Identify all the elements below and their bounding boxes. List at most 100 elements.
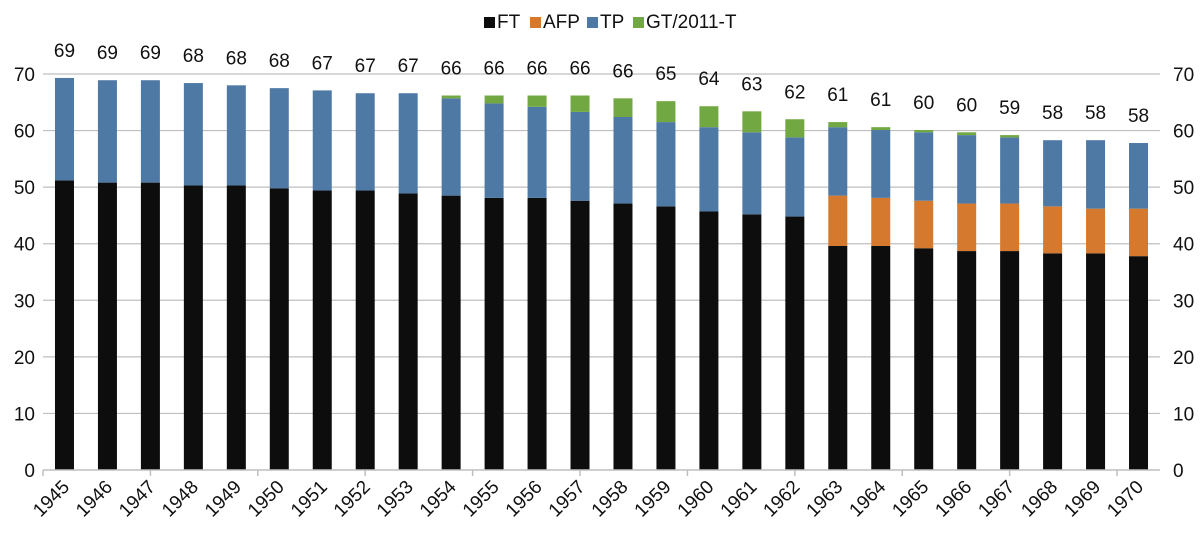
bar-stack-1953 xyxy=(398,93,418,470)
bar-stack-1955 xyxy=(484,95,504,471)
x-tick-label: 1952 xyxy=(330,477,375,522)
total-label-1952: 67 xyxy=(355,56,376,77)
bar-segment-tp-1967 xyxy=(1000,137,1020,204)
bar-segment-ft-1957 xyxy=(570,200,590,470)
legend-item-tp: TP xyxy=(587,12,624,33)
total-label-1948: 68 xyxy=(183,46,204,67)
bar-stack-1968 xyxy=(1043,140,1063,470)
bar-segment-tp-1961 xyxy=(742,132,762,215)
legend-label: TP xyxy=(600,12,624,33)
bar-stack-1952 xyxy=(355,93,375,470)
total-label-1964: 61 xyxy=(870,90,891,111)
bar-segment-tp-1946 xyxy=(97,80,117,183)
bar-segment-ft-1951 xyxy=(312,190,332,470)
bar-segment-ft-1955 xyxy=(484,197,504,471)
y-tick-label-left: 20 xyxy=(14,348,35,369)
legend-swatch xyxy=(484,17,495,28)
bar-segment-gt-2011-t-1963 xyxy=(828,122,848,128)
bar-segment-tp-1960 xyxy=(699,127,719,212)
bar-stack-1960 xyxy=(699,106,719,470)
bar-segment-afp-1966 xyxy=(957,203,977,252)
total-label-1950: 68 xyxy=(269,51,290,72)
legend-item-ft: FT xyxy=(484,12,521,33)
bar-segment-ft-1968 xyxy=(1043,253,1063,470)
legend-item-afp: AFP xyxy=(530,12,580,33)
bar-segment-afp-1964 xyxy=(871,197,891,246)
bar-segment-tp-1949 xyxy=(226,85,246,186)
total-label-1965: 60 xyxy=(913,93,934,114)
total-label-1953: 67 xyxy=(398,56,419,77)
x-tick-label: 1956 xyxy=(502,477,547,522)
x-tick-label: 1951 xyxy=(287,477,332,522)
bar-segment-ft-1964 xyxy=(871,245,891,470)
x-tick-label: 1961 xyxy=(717,477,762,522)
bar-segment-tp-1962 xyxy=(785,137,805,217)
y-tick-label-right: 20 xyxy=(1173,348,1194,369)
bar-segment-afp-1969 xyxy=(1086,208,1106,254)
bar-segment-ft-1954 xyxy=(441,195,461,470)
bar-segment-gt-2011-t-1966 xyxy=(957,132,977,136)
total-label-1967: 59 xyxy=(999,98,1020,119)
bar-segment-ft-1950 xyxy=(269,188,289,470)
bar-segment-ft-1966 xyxy=(957,251,977,470)
bar-segment-tp-1947 xyxy=(140,80,160,183)
bar-stack-1963 xyxy=(828,122,848,470)
total-label-1949: 68 xyxy=(226,48,247,69)
bar-segment-gt-2011-t-1959 xyxy=(656,101,676,123)
bar-stack-1962 xyxy=(785,119,805,470)
bar-segment-ft-1963 xyxy=(828,245,848,470)
legend-swatch xyxy=(633,17,644,28)
total-labels: 69 69 69 68 68 68 67 67 67 66 66 66 66 66 65 64 63 62 61 61… xyxy=(54,41,1149,127)
bar-segment-tp-1969 xyxy=(1086,140,1106,209)
bar-segment-gt-2011-t-1956 xyxy=(527,95,547,107)
bars xyxy=(54,77,1149,471)
total-label-1955: 66 xyxy=(484,58,505,79)
bar-segment-gt-2011-t-1965 xyxy=(914,130,934,133)
total-label-1961: 63 xyxy=(741,74,762,95)
bar-segment-afp-1963 xyxy=(828,195,848,246)
total-label-1962: 62 xyxy=(784,82,805,103)
bar-segment-gt-2011-t-1964 xyxy=(871,127,891,131)
legend-item-gt-2011-t: GT/2011-T xyxy=(633,12,737,33)
total-label-1960: 64 xyxy=(698,69,720,90)
bar-segment-ft-1952 xyxy=(355,190,375,470)
y-tick-label-right: 0 xyxy=(1173,461,1184,482)
bar-stack-1956 xyxy=(527,95,547,471)
x-tick-label: 1960 xyxy=(674,477,719,522)
bar-stack-1969 xyxy=(1086,140,1106,470)
x-tick-label: 1953 xyxy=(373,477,418,522)
bar-segment-gt-2011-t-1960 xyxy=(699,106,719,128)
bar-segment-gt-2011-t-1955 xyxy=(484,95,504,104)
bar-segment-tp-1950 xyxy=(269,88,289,189)
y-tick-label-left: 60 xyxy=(14,122,35,143)
total-label-1954: 66 xyxy=(441,58,462,79)
y-tick-label-left: 70 xyxy=(14,65,35,86)
bar-segment-tp-1965 xyxy=(914,132,934,201)
bar-segment-tp-1964 xyxy=(871,130,891,198)
bar-segment-tp-1956 xyxy=(527,106,547,198)
x-tick-label: 1955 xyxy=(459,477,504,522)
total-label-1951: 67 xyxy=(312,53,333,74)
y-tick-label-right: 40 xyxy=(1173,235,1194,256)
x-tick-label: 1945 xyxy=(29,477,74,522)
bar-stack-1967 xyxy=(1000,135,1020,470)
y-tick-label-left: 40 xyxy=(14,235,35,256)
bar-segment-ft-1949 xyxy=(226,185,246,470)
bar-segment-tp-1955 xyxy=(484,103,504,198)
bar-segment-tp-1951 xyxy=(312,90,332,191)
bar-segment-gt-2011-t-1958 xyxy=(613,98,633,117)
bar-stack-1965 xyxy=(914,130,934,470)
bar-segment-tp-1968 xyxy=(1043,140,1063,207)
bar-stack-1959 xyxy=(656,101,676,470)
bar-segment-afp-1970 xyxy=(1129,208,1149,257)
legend-label: AFP xyxy=(543,12,580,33)
bar-segment-ft-1961 xyxy=(742,214,762,470)
total-label-1963: 61 xyxy=(827,85,848,106)
bar-segment-tp-1952 xyxy=(355,93,375,191)
y-axis-right: 0 10 20 30 40 50 60 70 xyxy=(1173,65,1194,482)
bar-segment-gt-2011-t-1962 xyxy=(785,119,805,138)
total-label-1970: 58 xyxy=(1128,106,1149,127)
legend-label: FT xyxy=(497,12,521,33)
bar-segment-ft-1953 xyxy=(398,193,418,470)
